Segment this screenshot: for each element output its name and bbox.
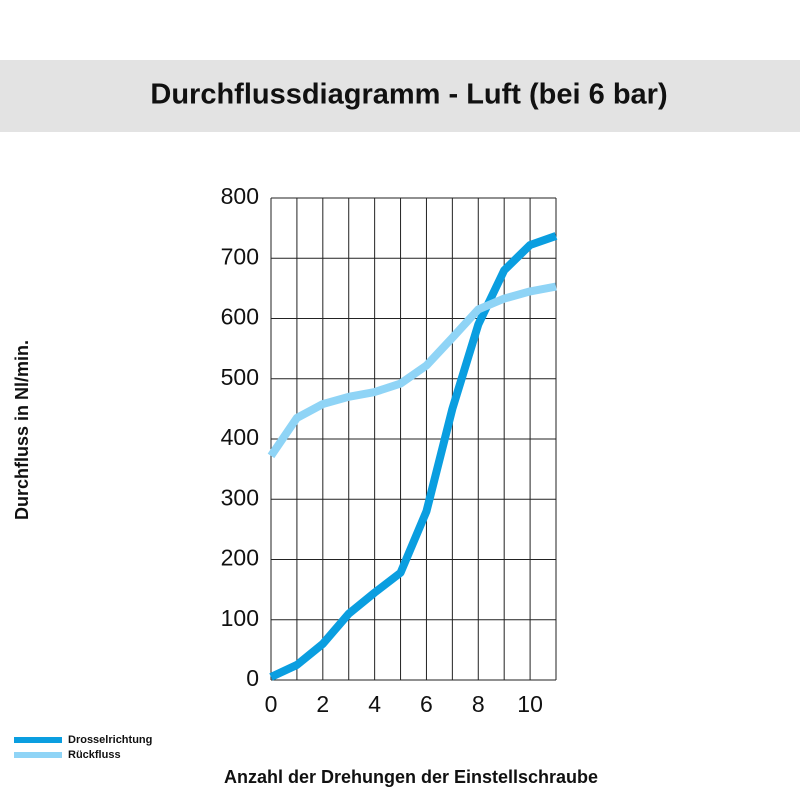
y-tick-label: 700 (221, 243, 259, 269)
y-tick-label: 500 (221, 364, 259, 390)
data-line (269, 232, 558, 681)
x-tick-label: 10 (517, 691, 543, 717)
legend-label: Drosselrichtung (68, 734, 152, 746)
x-tick-label: 2 (316, 691, 329, 717)
chart-title: Durchflussdiagramm - Luft (bei 6 bar) (150, 79, 667, 111)
x-tick-label: 8 (472, 691, 485, 717)
y-tick-label: 600 (221, 304, 259, 330)
x-tick-label: 6 (420, 691, 433, 717)
y-tick-label: 0 (246, 665, 259, 691)
x-axis-label: Anzahl der Drehungen der Einstellschraub… (224, 767, 598, 787)
y-tick-label: 200 (221, 545, 259, 571)
y-tick-label: 100 (221, 605, 259, 631)
title-banner (0, 60, 800, 132)
y-tick-label: 400 (221, 424, 259, 450)
data-line (267, 282, 557, 459)
x-tick-label: 4 (368, 691, 381, 717)
legend-label: Rückfluss (68, 749, 121, 761)
y-axis-label: Durchfluss in Nl/min. (12, 340, 32, 520)
y-tick-label: 300 (221, 484, 259, 510)
y-tick-label: 800 (221, 183, 259, 209)
x-tick-label: 0 (265, 691, 278, 717)
